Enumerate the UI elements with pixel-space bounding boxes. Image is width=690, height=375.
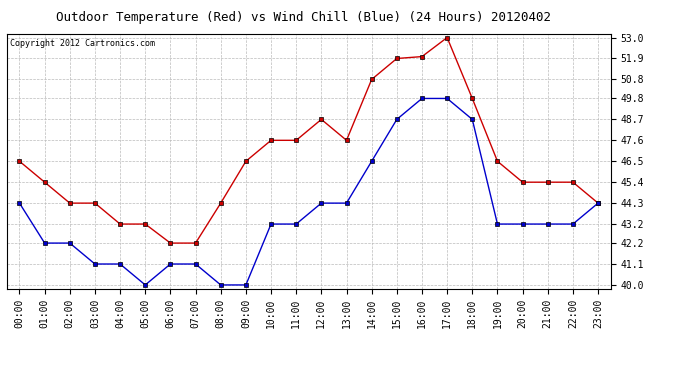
Text: Copyright 2012 Cartronics.com: Copyright 2012 Cartronics.com: [10, 39, 155, 48]
Text: Outdoor Temperature (Red) vs Wind Chill (Blue) (24 Hours) 20120402: Outdoor Temperature (Red) vs Wind Chill …: [56, 11, 551, 24]
